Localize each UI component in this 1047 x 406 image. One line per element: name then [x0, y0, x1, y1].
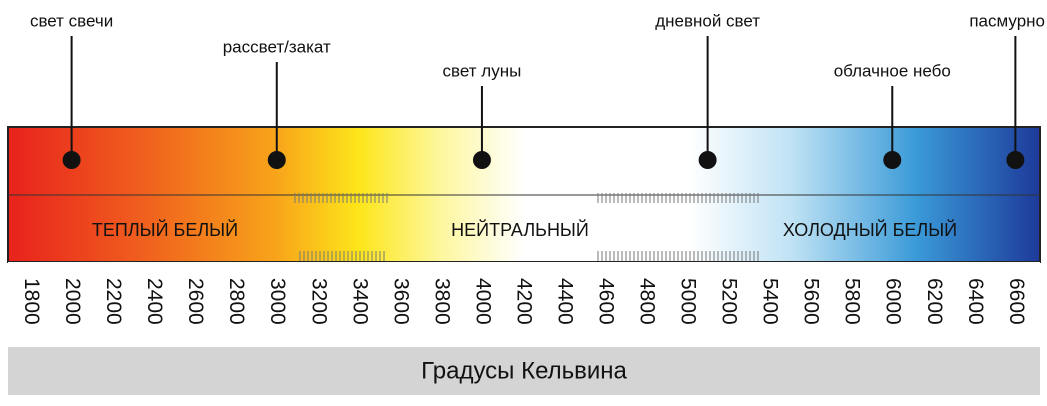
x-tick-label: 3200	[307, 278, 330, 325]
x-tick-label: 1800	[20, 278, 43, 325]
marker	[62, 151, 81, 169]
tick-area	[8, 262, 1040, 347]
marker-label: рассвет/закат	[223, 37, 331, 56]
marker-label: дневной свет	[655, 11, 760, 30]
x-tick-label: 6000	[882, 278, 905, 325]
x-tick-label: 4800	[636, 278, 659, 325]
zone-label: ТЕПЛЫЙ БЕЛЫЙ	[92, 219, 238, 240]
x-tick-label: 3600	[389, 278, 412, 325]
x-tick-label: 5800	[841, 278, 864, 325]
x-tick-label: 2000	[61, 278, 84, 325]
x-tick-label: 5400	[759, 278, 782, 325]
marker	[267, 151, 286, 169]
x-axis-label: Градусы Кельвина	[421, 357, 627, 384]
x-tick-label: 2800	[225, 278, 248, 325]
x-tick-label: 5200	[718, 278, 741, 325]
x-tick-label: 2200	[102, 278, 125, 325]
x-tick-label: 4600	[594, 278, 617, 325]
x-tick-label: 5600	[800, 278, 823, 325]
marker	[472, 151, 491, 169]
x-tick-label: 5000	[677, 278, 700, 325]
marker-label: облачное небо	[834, 61, 951, 80]
x-tick-label: 4400	[553, 278, 576, 325]
x-tick-label: 2400	[143, 278, 166, 325]
axis-label-box	[8, 347, 1040, 395]
x-tick-label: 3800	[430, 278, 453, 325]
x-tick-label: 4200	[512, 278, 535, 325]
marker-label: пасмурно	[969, 11, 1045, 30]
x-tick-label: 6600	[1005, 278, 1028, 325]
marker-label: свет луны	[443, 61, 522, 80]
x-tick-label: 2600	[184, 278, 207, 325]
x-tick-label: 3400	[348, 278, 371, 325]
zone-label: ХОЛОДНЫЙ БЕЛЫЙ	[783, 219, 957, 240]
marker	[1006, 151, 1025, 169]
marker-label: свет свечи	[30, 11, 113, 30]
x-tick-label: 6400	[964, 278, 987, 325]
x-tick-label: 4000	[471, 278, 494, 325]
x-tick-label: 6200	[923, 278, 946, 325]
zone-label: НЕЙТРАЛЬНЫЙ	[451, 219, 589, 240]
marker	[883, 151, 902, 169]
marker	[698, 151, 717, 169]
x-tick-label: 3000	[266, 278, 289, 325]
